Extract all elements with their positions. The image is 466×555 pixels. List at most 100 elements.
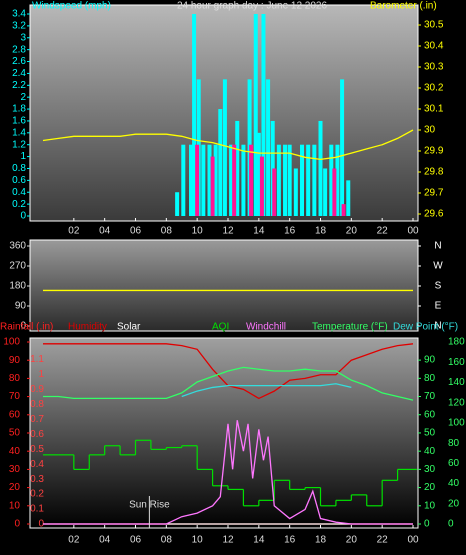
y-tick-label: W bbox=[433, 261, 443, 272]
y-tick-label: 0.8 bbox=[30, 399, 44, 410]
x-tick-label: 18 bbox=[315, 535, 327, 546]
bar bbox=[189, 144, 193, 216]
bar bbox=[175, 192, 180, 216]
y-tick-label: 70 bbox=[9, 391, 21, 402]
bar bbox=[210, 156, 215, 216]
bar bbox=[293, 168, 298, 216]
y-tick-label: 0.2 bbox=[30, 489, 44, 500]
y-tick-label: 1.4 bbox=[12, 127, 26, 138]
bar bbox=[266, 79, 271, 217]
y-tick-label: 0 bbox=[424, 519, 430, 530]
bar bbox=[207, 144, 212, 216]
annotation: Sun Rise bbox=[129, 500, 170, 511]
bar bbox=[195, 144, 200, 216]
y-tick-label: 0.7 bbox=[30, 414, 44, 425]
bar bbox=[249, 144, 254, 216]
x-tick-label: 12 bbox=[222, 226, 234, 237]
y-tick-label: 0.6 bbox=[12, 175, 26, 186]
y-tick-label: 1.8 bbox=[12, 104, 26, 115]
bar bbox=[259, 156, 264, 216]
x-tick-label: 22 bbox=[377, 226, 389, 237]
y-tick-label: 0.6 bbox=[30, 429, 44, 440]
line bbox=[43, 366, 414, 401]
y-tick-label: 0 bbox=[448, 519, 454, 530]
y-tick-label: 30.4 bbox=[424, 41, 444, 52]
bar bbox=[253, 14, 258, 216]
y-tick-label: N bbox=[434, 321, 441, 332]
y-tick-label: 30 bbox=[424, 464, 436, 475]
legend-label: Temperature (°F) bbox=[312, 322, 388, 333]
x-tick-label: 16 bbox=[284, 226, 296, 237]
x-tick-label: 08 bbox=[161, 226, 173, 237]
bar bbox=[346, 180, 351, 216]
bar bbox=[329, 144, 334, 216]
y-tick-label: 1 bbox=[20, 151, 26, 162]
y-tick-label: 80 bbox=[9, 373, 21, 384]
plot-area bbox=[29, 337, 419, 529]
bar bbox=[287, 144, 292, 216]
bar bbox=[341, 204, 346, 216]
x-tick-label: 00 bbox=[407, 226, 419, 237]
y-tick-label: 0 bbox=[38, 519, 44, 530]
y-tick-label: 1.6 bbox=[12, 116, 26, 127]
y-tick-label: 1 bbox=[38, 369, 44, 380]
y-tick-label: 3 bbox=[20, 32, 26, 43]
y-tick-label: 29.9 bbox=[424, 146, 444, 157]
y-tick-label: 1.1 bbox=[30, 354, 44, 365]
legend-label: Rainfall (.in) bbox=[0, 322, 53, 333]
x-tick-label: 10 bbox=[192, 226, 204, 237]
y-tick-label: 30.5 bbox=[424, 20, 444, 31]
y-tick-label: 2.2 bbox=[12, 80, 26, 91]
y-tick-label: 0 bbox=[20, 321, 26, 332]
bar bbox=[335, 144, 340, 216]
bar bbox=[241, 144, 246, 216]
plot-area bbox=[29, 239, 419, 332]
line bbox=[43, 420, 413, 525]
y-tick-label: 160 bbox=[448, 357, 465, 368]
y-tick-label: 50 bbox=[9, 428, 21, 439]
x-tick-label: 16 bbox=[284, 535, 296, 546]
bar bbox=[340, 79, 345, 217]
bar bbox=[276, 144, 281, 216]
bar bbox=[218, 109, 223, 216]
y-tick-label: 270 bbox=[9, 261, 26, 272]
x-tick-label: 08 bbox=[161, 535, 173, 546]
x-tick-label: 02 bbox=[68, 226, 80, 237]
y-tick-label: S bbox=[435, 281, 442, 292]
y-tick-label: 0.4 bbox=[30, 459, 44, 470]
y-tick-label: 180 bbox=[448, 337, 465, 348]
x-tick-label: 14 bbox=[253, 535, 265, 546]
y-tick-label: 90 bbox=[15, 301, 27, 312]
x-tick-label: 04 bbox=[99, 535, 111, 546]
bar bbox=[213, 144, 218, 216]
y-tick-label: 20 bbox=[448, 498, 460, 509]
y-tick-label: 2.8 bbox=[12, 44, 26, 55]
legend-label: Humidity bbox=[68, 322, 107, 333]
x-tick-label: 18 bbox=[315, 226, 327, 237]
x-tick-label: 02 bbox=[68, 535, 80, 546]
y-tick-label: 20 bbox=[424, 482, 436, 493]
y-tick-label: 30.2 bbox=[424, 83, 444, 94]
bar bbox=[312, 144, 317, 216]
y-tick-label: 180 bbox=[9, 281, 26, 292]
x-tick-label: 22 bbox=[377, 535, 389, 546]
y-tick-label: 60 bbox=[448, 458, 460, 469]
x-tick-label: 04 bbox=[99, 226, 111, 237]
x-tick-label: 06 bbox=[130, 226, 142, 237]
y-tick-label: 3.4 bbox=[12, 9, 26, 20]
bar bbox=[323, 168, 328, 216]
y-tick-label: 100 bbox=[448, 418, 465, 429]
bar bbox=[332, 168, 337, 216]
y-tick-label: 80 bbox=[424, 373, 436, 384]
y-tick-label: 0 bbox=[14, 519, 20, 530]
x-tick-label: 20 bbox=[346, 226, 358, 237]
y-tick-label: 50 bbox=[424, 428, 436, 439]
bar bbox=[201, 144, 206, 216]
y-tick-label: 40 bbox=[448, 478, 460, 489]
y-tick-label: 70 bbox=[424, 391, 436, 402]
bar bbox=[300, 144, 304, 216]
x-tick-label: 10 bbox=[192, 535, 204, 546]
x-tick-label: 20 bbox=[346, 535, 358, 546]
y-tick-label: 2.6 bbox=[12, 56, 26, 67]
x-tick-label: 12 bbox=[222, 535, 234, 546]
